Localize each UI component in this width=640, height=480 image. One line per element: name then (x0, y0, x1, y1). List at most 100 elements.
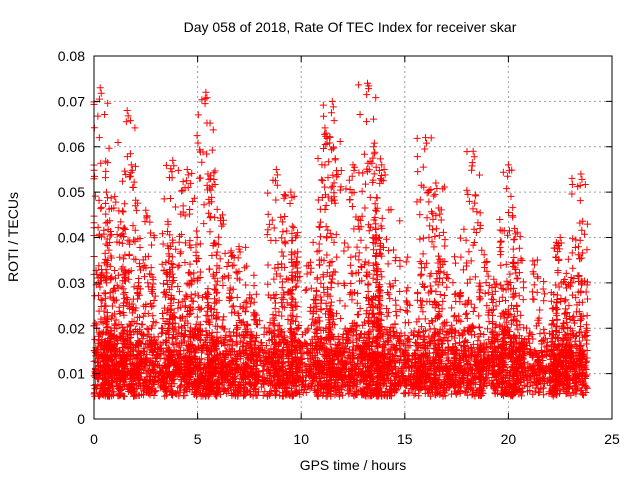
data-point (511, 333, 519, 341)
data-point (536, 330, 544, 338)
data-point (118, 239, 126, 247)
data-point (181, 212, 189, 220)
data-point (475, 171, 483, 179)
data-point (114, 138, 122, 146)
data-point (181, 258, 189, 266)
data-point (102, 210, 110, 218)
data-point (362, 244, 370, 252)
data-point (460, 225, 468, 233)
data-point (435, 252, 443, 260)
data-point (115, 303, 123, 311)
data-point (219, 316, 227, 324)
data-point (242, 281, 250, 289)
data-point (220, 273, 228, 281)
data-point (423, 214, 431, 222)
data-point (121, 167, 129, 175)
data-point (437, 216, 445, 224)
data-point (154, 333, 162, 341)
data-point (169, 156, 177, 164)
data-point (132, 255, 140, 263)
data-point (416, 211, 424, 219)
data-point (355, 256, 363, 264)
data-point (121, 288, 129, 296)
data-point (357, 236, 365, 244)
data-point (314, 154, 322, 162)
data-point (135, 260, 143, 268)
data-point (347, 280, 355, 288)
data-point (129, 184, 137, 192)
data-point (391, 359, 399, 367)
data-point (97, 203, 105, 211)
data-point (520, 284, 528, 292)
data-point (201, 100, 209, 108)
data-point (471, 304, 479, 312)
data-point (329, 182, 337, 190)
data-point (104, 99, 112, 107)
data-point (370, 139, 378, 147)
data-point (272, 165, 280, 173)
data-point (279, 252, 287, 260)
data-point (356, 110, 364, 118)
data-point (130, 178, 138, 186)
data-point (346, 195, 354, 203)
data-point (235, 268, 243, 276)
data-point (419, 250, 427, 258)
data-point (322, 223, 330, 231)
data-point (320, 112, 328, 120)
data-point (321, 124, 329, 132)
data-point (336, 186, 344, 194)
data-point (319, 145, 327, 153)
data-point (253, 391, 261, 399)
data-point (202, 88, 210, 96)
data-point (333, 253, 341, 261)
data-point (325, 158, 333, 166)
data-point (421, 315, 429, 323)
data-point (279, 228, 287, 236)
data-point (91, 192, 99, 200)
data-point (135, 274, 143, 282)
data-point (264, 226, 272, 234)
data-point (107, 194, 115, 202)
data-point (327, 278, 335, 286)
data-point (211, 213, 219, 221)
data-point (286, 199, 294, 207)
data-point (158, 364, 166, 372)
data-point (176, 250, 184, 258)
data-point (97, 89, 105, 97)
data-point (233, 294, 241, 302)
data-point (209, 126, 217, 134)
data-point (439, 228, 447, 236)
data-point (274, 260, 282, 268)
data-point (471, 199, 479, 207)
data-point (121, 200, 129, 208)
data-point (514, 326, 522, 334)
data-point (414, 168, 422, 176)
data-point (194, 139, 202, 147)
data-point (127, 161, 135, 169)
data-point (381, 171, 389, 179)
data-point (470, 153, 478, 161)
data-point (503, 277, 511, 285)
data-point (199, 293, 207, 301)
data-point (181, 326, 189, 334)
data-point (264, 261, 272, 269)
data-point (179, 178, 187, 186)
data-point (348, 202, 356, 210)
data-point (504, 172, 512, 180)
data-point (101, 174, 109, 182)
data-point (358, 212, 366, 220)
data-point (503, 185, 511, 193)
data-point (436, 210, 444, 218)
data-point (112, 198, 120, 206)
data-point (95, 196, 103, 204)
data-point (223, 262, 231, 270)
data-point (109, 391, 117, 399)
data-point (480, 331, 488, 339)
data-point (186, 210, 194, 218)
data-point (260, 363, 268, 371)
data-point (317, 296, 325, 304)
data-point (321, 183, 329, 191)
data-point (316, 223, 324, 231)
data-point (206, 265, 214, 273)
data-point (414, 290, 422, 298)
